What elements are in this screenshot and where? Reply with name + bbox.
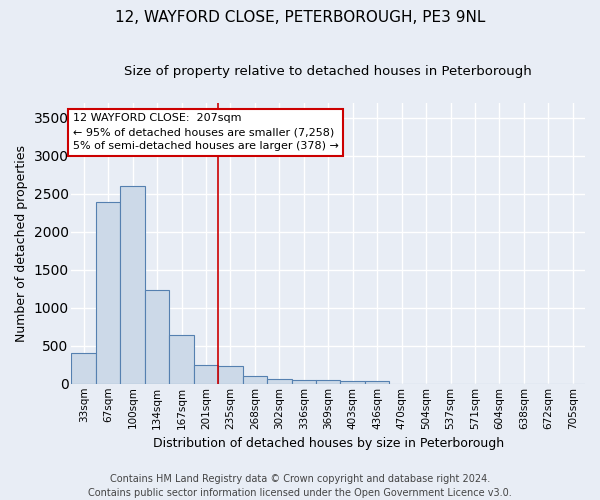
Text: Contains HM Land Registry data © Crown copyright and database right 2024.
Contai: Contains HM Land Registry data © Crown c… [88, 474, 512, 498]
Bar [218, 366, 242, 384]
Bar [71, 354, 96, 384]
Bar [267, 379, 292, 384]
Bar [145, 290, 169, 384]
Bar [96, 202, 121, 384]
Text: 12, WAYFORD CLOSE, PETERBOROUGH, PE3 9NL: 12, WAYFORD CLOSE, PETERBOROUGH, PE3 9NL [115, 10, 485, 25]
Bar [292, 380, 316, 384]
Text: 12 WAYFORD CLOSE:  207sqm
← 95% of detached houses are smaller (7,258)
5% of sem: 12 WAYFORD CLOSE: 207sqm ← 95% of detach… [73, 114, 338, 152]
Bar [121, 186, 145, 384]
Bar [340, 381, 365, 384]
Bar [242, 376, 267, 384]
Bar [169, 335, 194, 384]
Bar [194, 365, 218, 384]
X-axis label: Distribution of detached houses by size in Peterborough: Distribution of detached houses by size … [152, 437, 504, 450]
Bar [365, 381, 389, 384]
Title: Size of property relative to detached houses in Peterborough: Size of property relative to detached ho… [124, 65, 532, 78]
Bar [316, 380, 340, 384]
Y-axis label: Number of detached properties: Number of detached properties [15, 145, 28, 342]
